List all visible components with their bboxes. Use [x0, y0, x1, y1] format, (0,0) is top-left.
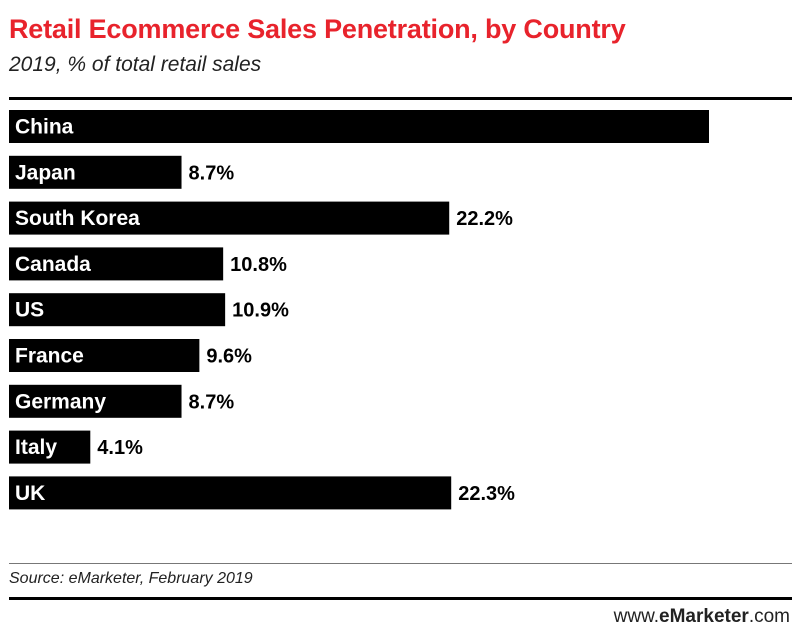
- top-divider: [9, 97, 792, 100]
- value-label-germany: 8.7%: [189, 391, 235, 413]
- value-label-us: 10.9%: [232, 300, 289, 322]
- brand-prefix: www.: [613, 606, 660, 627]
- chart-subtitle: 2019, % of total retail sales: [9, 53, 262, 76]
- brand-name: eMarketer: [659, 606, 749, 627]
- source-note: Source: eMarketer, February 2019: [9, 570, 253, 587]
- source-divider: [9, 563, 792, 564]
- bar-china: [9, 110, 709, 143]
- category-label-canada: Canada: [15, 253, 91, 276]
- bar-us: [9, 293, 226, 327]
- category-label-us: US: [15, 299, 44, 322]
- category-label-france: France: [15, 345, 84, 368]
- value-label-uk: 22.3%: [458, 483, 515, 505]
- bar-france: [9, 339, 200, 372]
- bar-chart: China 35.3% Japan 8.7% South Korea 22.2% Canad…: [9, 110, 709, 510]
- brand-logo: www.eMarketer.com: [614, 606, 790, 628]
- bottom-divider: [9, 597, 792, 600]
- category-label-south-korea: South Korea: [15, 207, 140, 230]
- value-label-south-korea: 22.2%: [456, 208, 513, 230]
- category-label-uk: UK: [15, 482, 45, 505]
- value-label-france: 9.6%: [206, 346, 252, 368]
- bar-germany: [9, 384, 182, 418]
- chart-title: Retail Ecommerce Sales Penetration, by C…: [9, 14, 626, 44]
- value-label-china: 35.3%: [646, 117, 703, 139]
- value-label-italy: 4.1%: [97, 437, 143, 459]
- bar-south-korea: [9, 201, 450, 235]
- category-label-italy: Italy: [15, 436, 57, 459]
- bar-japan: [9, 155, 182, 189]
- category-label-japan: Japan: [15, 161, 76, 184]
- bar-canada: [9, 247, 224, 281]
- category-label-china: China: [15, 116, 74, 139]
- category-label-germany: Germany: [15, 390, 106, 413]
- brand-suffix: .com: [748, 606, 790, 627]
- bar-uk: [9, 476, 452, 510]
- value-label-canada: 10.8%: [230, 254, 287, 276]
- value-label-japan: 8.7%: [189, 162, 235, 184]
- bar-italy: [9, 430, 91, 464]
